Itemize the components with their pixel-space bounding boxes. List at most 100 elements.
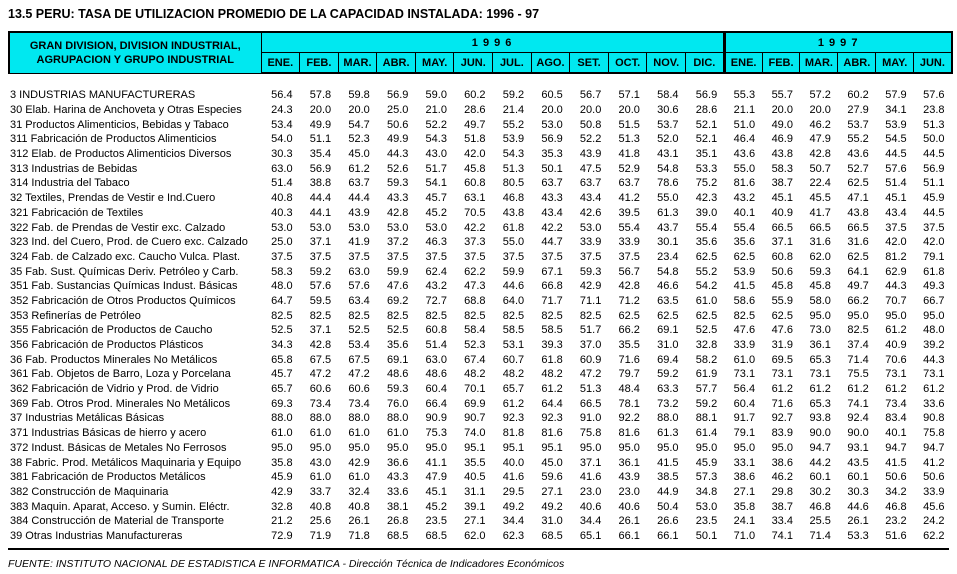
value-cell: 61.3 — [657, 206, 679, 219]
value-cell: 59.0 — [425, 89, 447, 102]
value-cell: 41.7 — [809, 206, 831, 219]
value-cell: 40.5 — [464, 471, 486, 484]
value-cell: 67.5 — [309, 353, 332, 366]
value-cell: 25.0 — [271, 236, 293, 249]
value-cell: 92.7 — [771, 412, 793, 425]
value-cell: 82.5 — [271, 309, 293, 322]
value-cell: 59.2 — [309, 265, 332, 278]
value-cell: 37.5 — [923, 221, 945, 234]
value-cell: 39.5 — [618, 206, 640, 219]
value-cell: 36.1 — [809, 339, 831, 352]
value-cell: 31.1 — [464, 485, 486, 498]
row-label: 383 Maquin. Aparat, Acceso. y Sumin. Elé… — [10, 500, 230, 513]
value-cell: 54.3 — [502, 148, 525, 161]
value-cell: 55.7 — [771, 89, 793, 102]
month-header-1997-feb: FEB. — [761, 52, 801, 74]
value-cell: 21.1 — [733, 104, 756, 117]
value-cell: 41.6 — [502, 471, 525, 484]
value-cell: 49.2 — [541, 500, 563, 513]
value-cell: 40.9 — [885, 339, 907, 352]
value-cell: 62.2 — [464, 265, 486, 278]
table-row: 356 Fabricación de Productos Plásticos 34… — [9, 338, 952, 353]
row-label: 322 Fab. de Prendas de Vestir exc. Calza… — [10, 221, 226, 234]
month-header-1996-abr: ABR. — [376, 52, 416, 74]
value-cell: 33.9 — [579, 236, 602, 249]
value-cell: 65.1 — [579, 529, 602, 542]
value-cell: 82.5 — [502, 309, 525, 322]
value-cell: 95.0 — [885, 309, 907, 322]
row-label: 351 Fab. Sustancias Químicas Indust. Bás… — [10, 280, 238, 293]
table-row: 313 Industrias de Bebidas 63.0 56.9 61.2 52.… — [9, 161, 952, 176]
value-cell: 31.0 — [541, 515, 563, 528]
value-cell: 67.4 — [464, 353, 486, 366]
month-header-1997-mar: MAR. — [799, 52, 839, 74]
value-cell: 59.6 — [541, 471, 563, 484]
value-cell: 50.1 — [695, 529, 718, 542]
value-cell: 63.5 — [657, 294, 679, 307]
value-cell: 53.4 — [348, 339, 370, 352]
value-cell: 50.8 — [579, 118, 602, 131]
value-cell: 70.7 — [885, 294, 907, 307]
value-cell: 53.0 — [271, 221, 293, 234]
year-header-1996: 1 9 9 6 — [260, 31, 725, 53]
table-row: 37 Industrias Metálicas Básicas 88.0 88.0 8… — [9, 411, 952, 426]
value-cell: 51.7 — [579, 324, 602, 337]
value-cell: 52.6 — [386, 162, 409, 175]
value-cell: 21.4 — [502, 104, 525, 117]
value-cell: 53.7 — [657, 118, 679, 131]
value-cell: 62.5 — [695, 250, 718, 263]
row-label: 352 Fabricación de Otros Productos Quími… — [10, 294, 236, 307]
table-row: 383 Maquin. Aparat, Acceso. y Sumin. Elé… — [9, 499, 952, 514]
value-cell: 73.1 — [923, 368, 945, 381]
value-cell: 62.0 — [809, 250, 831, 263]
month-header-1996-feb: FEB. — [299, 52, 339, 74]
table-row: 38 Fabric. Prod. Metálicos Maquinaria y … — [9, 455, 952, 470]
value-cell: 43.2 — [425, 280, 447, 293]
value-cell: 66.1 — [618, 529, 640, 542]
value-cell: 91.7 — [733, 412, 756, 425]
value-cell: 45.8 — [771, 280, 793, 293]
value-cell: 55.4 — [695, 221, 718, 234]
value-cell: 63.1 — [464, 192, 486, 205]
value-cell: 54.3 — [425, 133, 447, 146]
value-cell: 60.6 — [309, 383, 332, 396]
value-cell: 43.5 — [847, 456, 869, 469]
value-cell: 53.7 — [847, 118, 869, 131]
value-cell: 94.7 — [885, 441, 907, 454]
value-cell: 53.9 — [733, 265, 756, 278]
value-cell: 42.9 — [271, 485, 293, 498]
value-cell: 45.7 — [271, 368, 293, 381]
value-cell: 36.6 — [386, 456, 409, 469]
value-cell: 51.4 — [885, 177, 907, 190]
value-cell: 68.5 — [425, 529, 447, 542]
value-cell: 38.1 — [386, 500, 409, 513]
value-cell: 92.3 — [541, 412, 563, 425]
value-cell: 58.0 — [809, 294, 831, 307]
value-cell: 42.8 — [809, 148, 831, 161]
value-cell: 33.9 — [618, 236, 640, 249]
value-cell: 95.1 — [541, 441, 563, 454]
value-cell: 37.5 — [541, 250, 563, 263]
value-cell: 51.0 — [733, 118, 756, 131]
value-cell: 47.6 — [733, 324, 756, 337]
table-body: 3 INDUSTRIAS MANUFACTURERAS 56.4 57.8 59.8 5… — [9, 73, 952, 543]
value-cell: 69.9 — [464, 397, 486, 410]
table-row: 371 Industrias Básicas de hierro y acero… — [9, 426, 952, 441]
value-cell: 44.4 — [348, 192, 370, 205]
value-cell: 57.6 — [348, 280, 370, 293]
value-cell: 45.7 — [425, 192, 447, 205]
value-cell: 48.4 — [618, 383, 640, 396]
value-cell: 63.0 — [425, 353, 447, 366]
value-cell: 75.2 — [695, 177, 718, 190]
value-cell: 49.3 — [923, 280, 945, 293]
value-cell: 34.4 — [502, 515, 525, 528]
value-cell: 61.0 — [695, 294, 718, 307]
value-cell: 61.8 — [502, 221, 525, 234]
value-cell: 58.3 — [771, 162, 793, 175]
value-cell: 28.6 — [695, 104, 718, 117]
value-cell: 23.0 — [618, 485, 640, 498]
table-row: 312 Elab. de Productos Alimenticios Dive… — [9, 147, 952, 162]
value-cell: 53.4 — [271, 118, 293, 131]
value-cell: 66.5 — [809, 221, 831, 234]
value-cell: 37.5 — [348, 250, 370, 263]
